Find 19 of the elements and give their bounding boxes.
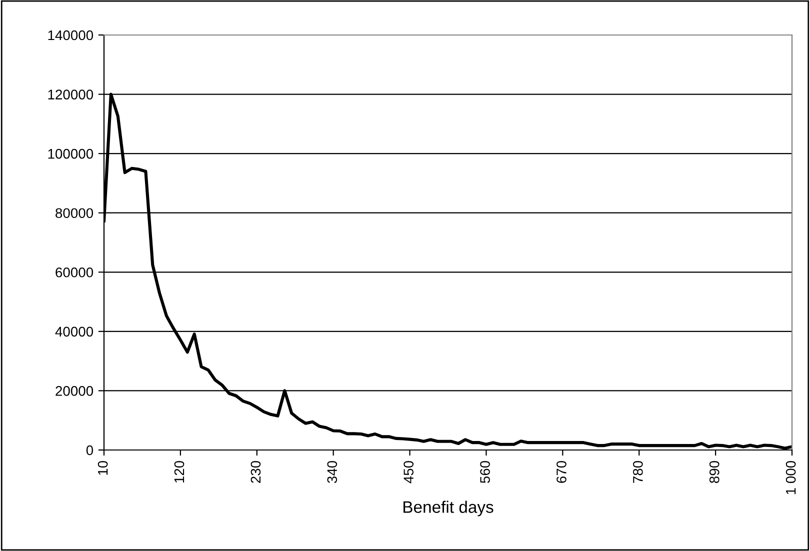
x-axis-title: Benefit days: [404, 500, 494, 516]
x-tick-label: 230: [250, 460, 261, 483]
y-tick-label: 120000: [48, 90, 94, 100]
x-tick-label: 670: [556, 460, 566, 483]
x-tick-label: 120: [174, 460, 184, 483]
x-tick-label: 450: [404, 460, 414, 484]
x-tick-label: 10: [98, 460, 108, 475]
x-tick-label: 340: [327, 460, 338, 484]
y-tick-label: 60000: [56, 267, 94, 278]
x-tick-label: 1 000: [786, 460, 796, 494]
y-tick-label: 40000: [55, 326, 94, 337]
y-tick-label: 80000: [56, 208, 94, 218]
x-tick-label: 780: [633, 460, 643, 483]
y-tick-label: 100000: [48, 148, 94, 159]
y-tick-label: 140000: [48, 30, 94, 40]
x-tick-label: 560: [480, 460, 490, 484]
y-tick-label: 20000: [56, 386, 94, 396]
x-tick-label: 890: [709, 460, 720, 483]
y-tick-label: 0: [86, 445, 94, 456]
